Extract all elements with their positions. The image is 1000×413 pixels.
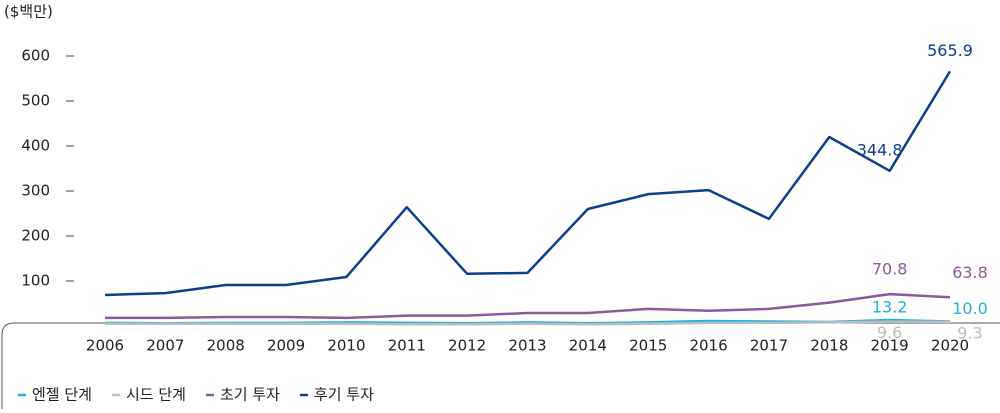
x-tick-label: 2012 — [448, 337, 486, 355]
x-tick-label: 2010 — [327, 337, 365, 355]
x-tick-label: 2014 — [569, 337, 607, 355]
x-tick-label: 2007 — [146, 337, 184, 355]
x-tick-label: 2006 — [86, 337, 124, 355]
x-tick-label: 2019 — [871, 337, 909, 355]
x-tick-label: 2020 — [931, 337, 969, 355]
y-tick-label: 500 — [21, 92, 50, 110]
value-label: 70.8 — [872, 260, 908, 279]
x-tick-label: 2008 — [207, 337, 245, 355]
value-label: 63.8 — [952, 263, 988, 282]
y-tick-label: 600 — [21, 47, 50, 65]
series-line — [105, 320, 951, 326]
value-label: 9.6 — [877, 323, 902, 342]
x-tick-label: 2018 — [810, 337, 848, 355]
x-tick-label: 2016 — [689, 337, 727, 355]
y-tick-label: 400 — [21, 137, 50, 155]
x-tick-label: 2009 — [267, 337, 305, 355]
y-unit: ($백만) — [4, 3, 53, 21]
x-tick-label: 2015 — [629, 337, 667, 355]
legend-label: 시드 단계 — [126, 386, 186, 404]
x-tick-label: 2011 — [388, 337, 426, 355]
x-tick-label: 2017 — [750, 337, 788, 355]
series-line — [104, 70, 952, 297]
legend-label: 엔젤 단계 — [32, 386, 92, 404]
legend-label: 후기 투자 — [314, 386, 374, 404]
value-label: 10.0 — [952, 299, 988, 318]
value-label: 565.9 — [927, 41, 973, 60]
value-label: 9.3 — [957, 323, 982, 342]
y-tick-label: 200 — [21, 227, 50, 245]
legend-label: 초기 투자 — [220, 386, 280, 404]
y-tick-label: 300 — [21, 182, 50, 200]
value-label: 344.8 — [857, 140, 903, 159]
y-tick-label: 100 — [21, 272, 50, 290]
frame — [1, 322, 1000, 409]
x-tick-label: 2013 — [508, 337, 546, 355]
value-label: 13.2 — [872, 298, 908, 317]
series-line — [105, 292, 951, 320]
